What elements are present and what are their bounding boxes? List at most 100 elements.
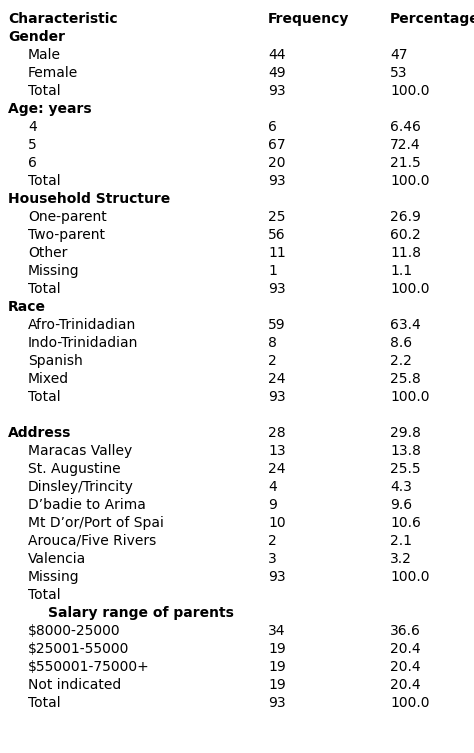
Text: 93: 93 [268, 282, 286, 296]
Text: 10.6: 10.6 [390, 516, 421, 530]
Text: $550001-75000+: $550001-75000+ [28, 660, 150, 674]
Text: 2: 2 [268, 534, 277, 548]
Text: 44: 44 [268, 48, 285, 62]
Text: 19: 19 [268, 660, 286, 674]
Text: Female: Female [28, 66, 78, 80]
Text: 100.0: 100.0 [390, 696, 429, 710]
Text: 3.2: 3.2 [390, 552, 412, 566]
Text: Valencia: Valencia [28, 552, 86, 566]
Text: Total: Total [28, 282, 61, 296]
Text: 9: 9 [268, 498, 277, 512]
Text: 93: 93 [268, 84, 286, 98]
Text: 25: 25 [268, 210, 285, 224]
Text: Salary range of parents: Salary range of parents [48, 606, 234, 620]
Text: 29.8: 29.8 [390, 426, 421, 440]
Text: 93: 93 [268, 390, 286, 404]
Text: 8: 8 [268, 336, 277, 350]
Text: Total: Total [28, 588, 61, 602]
Text: 1.1: 1.1 [390, 264, 412, 278]
Text: 6: 6 [28, 156, 37, 170]
Text: 67: 67 [268, 138, 286, 152]
Text: 49: 49 [268, 66, 286, 80]
Text: Two-parent: Two-parent [28, 228, 105, 242]
Text: 100.0: 100.0 [390, 282, 429, 296]
Text: Missing: Missing [28, 264, 80, 278]
Text: 8.6: 8.6 [390, 336, 412, 350]
Text: One-parent: One-parent [28, 210, 107, 224]
Text: 13.8: 13.8 [390, 444, 421, 458]
Text: 1: 1 [268, 264, 277, 278]
Text: 10: 10 [268, 516, 286, 530]
Text: 59: 59 [268, 318, 286, 332]
Text: 25.8: 25.8 [390, 372, 421, 386]
Text: Other: Other [28, 246, 67, 260]
Text: Frequency: Frequency [268, 12, 349, 26]
Text: Arouca/Five Rivers: Arouca/Five Rivers [28, 534, 156, 548]
Text: Age: years: Age: years [8, 102, 91, 116]
Text: Characteristic: Characteristic [8, 12, 118, 26]
Text: 20.4: 20.4 [390, 678, 420, 692]
Text: D’badie to Arima: D’badie to Arima [28, 498, 146, 512]
Text: 60.2: 60.2 [390, 228, 421, 242]
Text: 100.0: 100.0 [390, 570, 429, 584]
Text: 13: 13 [268, 444, 286, 458]
Text: 72.4: 72.4 [390, 138, 420, 152]
Text: 6: 6 [268, 120, 277, 134]
Text: Missing: Missing [28, 570, 80, 584]
Text: Race: Race [8, 300, 46, 314]
Text: 4.3: 4.3 [390, 480, 412, 494]
Text: $25001-55000: $25001-55000 [28, 642, 129, 656]
Text: Total: Total [28, 174, 61, 188]
Text: 25.5: 25.5 [390, 462, 420, 476]
Text: 20.4: 20.4 [390, 642, 420, 656]
Text: 28: 28 [268, 426, 286, 440]
Text: Dinsley/Trincity: Dinsley/Trincity [28, 480, 134, 494]
Text: 100.0: 100.0 [390, 174, 429, 188]
Text: 19: 19 [268, 642, 286, 656]
Text: 93: 93 [268, 174, 286, 188]
Text: Spanish: Spanish [28, 354, 83, 368]
Text: Total: Total [28, 390, 61, 404]
Text: 93: 93 [268, 696, 286, 710]
Text: Mixed: Mixed [28, 372, 69, 386]
Text: 34: 34 [268, 624, 285, 638]
Text: Maracas Valley: Maracas Valley [28, 444, 132, 458]
Text: 5: 5 [28, 138, 37, 152]
Text: St. Augustine: St. Augustine [28, 462, 120, 476]
Text: 100.0: 100.0 [390, 84, 429, 98]
Text: 47: 47 [390, 48, 408, 62]
Text: 21.5: 21.5 [390, 156, 421, 170]
Text: 63.4: 63.4 [390, 318, 421, 332]
Text: 24: 24 [268, 372, 285, 386]
Text: 11.8: 11.8 [390, 246, 421, 260]
Text: 4: 4 [28, 120, 37, 134]
Text: 2: 2 [268, 354, 277, 368]
Text: Total: Total [28, 84, 61, 98]
Text: 3: 3 [268, 552, 277, 566]
Text: Indo-Trinidadian: Indo-Trinidadian [28, 336, 138, 350]
Text: Gender: Gender [8, 30, 65, 44]
Text: 4: 4 [268, 480, 277, 494]
Text: Male: Male [28, 48, 61, 62]
Text: 11: 11 [268, 246, 286, 260]
Text: Percentage: Percentage [390, 12, 474, 26]
Text: 53: 53 [390, 66, 408, 80]
Text: Mt D’or/Port of Spai: Mt D’or/Port of Spai [28, 516, 164, 530]
Text: Not indicated: Not indicated [28, 678, 121, 692]
Text: Total: Total [28, 696, 61, 710]
Text: 20.4: 20.4 [390, 660, 420, 674]
Text: 26.9: 26.9 [390, 210, 421, 224]
Text: 24: 24 [268, 462, 285, 476]
Text: 19: 19 [268, 678, 286, 692]
Text: 93: 93 [268, 570, 286, 584]
Text: 2.1: 2.1 [390, 534, 412, 548]
Text: 100.0: 100.0 [390, 390, 429, 404]
Text: Household Structure: Household Structure [8, 192, 170, 206]
Text: 20: 20 [268, 156, 285, 170]
Text: 56: 56 [268, 228, 286, 242]
Text: 36.6: 36.6 [390, 624, 421, 638]
Text: 6.46: 6.46 [390, 120, 421, 134]
Text: Address: Address [8, 426, 72, 440]
Text: Afro-Trinidadian: Afro-Trinidadian [28, 318, 136, 332]
Text: 2.2: 2.2 [390, 354, 412, 368]
